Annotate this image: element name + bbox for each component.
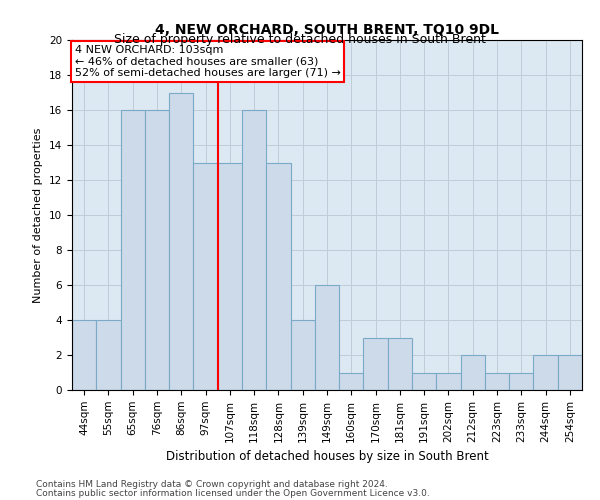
Title: 4, NEW ORCHARD, SOUTH BRENT, TQ10 9DL: 4, NEW ORCHARD, SOUTH BRENT, TQ10 9DL	[155, 24, 499, 38]
Bar	[364, 338, 388, 390]
Text: Contains public sector information licensed under the Open Government Licence v3: Contains public sector information licen…	[36, 488, 430, 498]
Bar	[461, 355, 485, 390]
Bar	[96, 320, 121, 390]
Bar	[388, 338, 412, 390]
Text: 4 NEW ORCHARD: 103sqm
← 46% of detached houses are smaller (63)
52% of semi-deta: 4 NEW ORCHARD: 103sqm ← 46% of detached …	[74, 46, 340, 78]
Bar	[290, 320, 315, 390]
X-axis label: Distribution of detached houses by size in South Brent: Distribution of detached houses by size …	[166, 450, 488, 463]
Bar	[145, 110, 169, 390]
Bar	[193, 162, 218, 390]
Bar	[339, 372, 364, 390]
Bar	[72, 320, 96, 390]
Bar	[218, 162, 242, 390]
Bar	[169, 92, 193, 390]
Text: Size of property relative to detached houses in South Brent: Size of property relative to detached ho…	[114, 32, 486, 46]
Bar	[315, 285, 339, 390]
Text: Contains HM Land Registry data © Crown copyright and database right 2024.: Contains HM Land Registry data © Crown c…	[36, 480, 388, 489]
Bar	[436, 372, 461, 390]
Y-axis label: Number of detached properties: Number of detached properties	[34, 128, 43, 302]
Bar	[533, 355, 558, 390]
Bar	[242, 110, 266, 390]
Bar	[509, 372, 533, 390]
Bar	[558, 355, 582, 390]
Bar	[266, 162, 290, 390]
Bar	[412, 372, 436, 390]
Bar	[485, 372, 509, 390]
Bar	[121, 110, 145, 390]
